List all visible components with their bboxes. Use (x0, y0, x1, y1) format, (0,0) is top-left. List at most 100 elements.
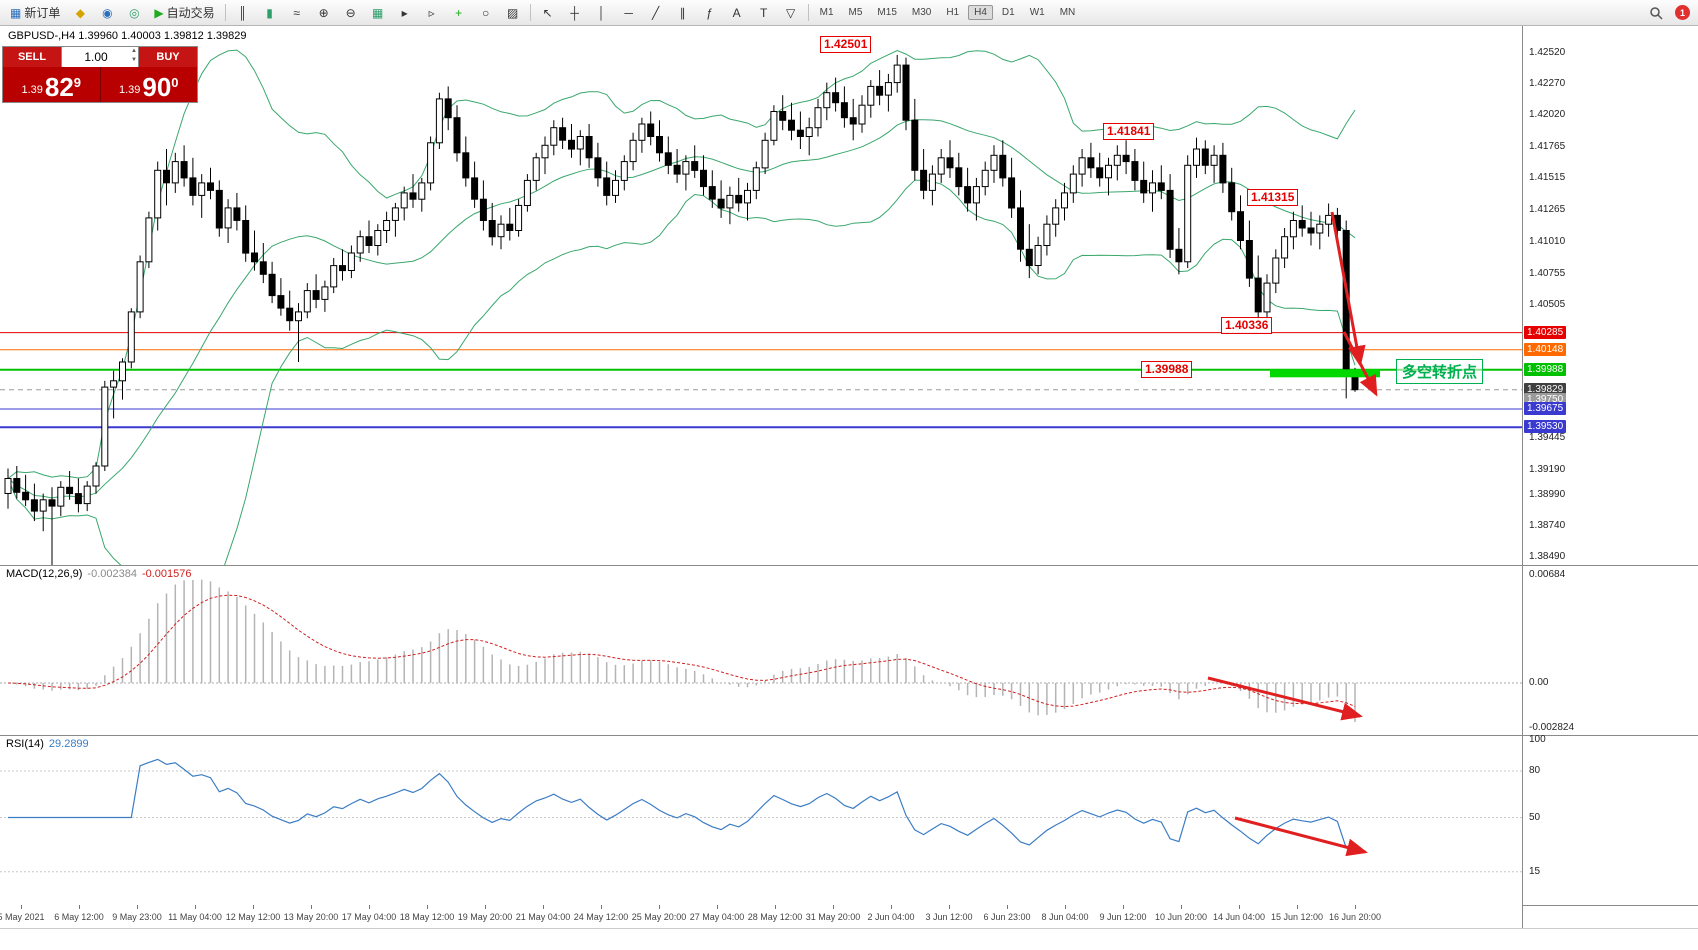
vertical-line-icon[interactable]: │ (589, 2, 615, 23)
time-label: 27 May 04:00 (689, 912, 745, 922)
panel-separator (0, 928, 1698, 929)
horizontal-line-icon[interactable]: ─ (616, 2, 642, 23)
crosshair-icon[interactable]: ┼ (562, 2, 588, 23)
price-axis-tick: 80 (1529, 765, 1541, 776)
toolbar-right-group: 1 (1643, 2, 1694, 23)
time-axis[interactable]: 5 May 2021 6 May 12:00 9 May 23:00 11 May 0… (0, 905, 1522, 928)
price-label-object[interactable]: 1.39988 (1141, 361, 1193, 378)
timeframe-m1-button[interactable]: M1 (819, 7, 834, 18)
toolbar-separator (529, 4, 531, 21)
macd-signal-value: -0.001576 (141, 568, 192, 580)
price-label-object[interactable]: 1.40336 (1221, 317, 1273, 334)
timeframe-m5-button[interactable]: M5 (848, 7, 863, 18)
auto-scroll-icon[interactable]: ▸ (392, 2, 418, 23)
vertical-line-icon: │ (597, 5, 606, 20)
sell-price[interactable]: 1.39 82 9 (3, 67, 101, 102)
data-window-icon: ◎ (129, 5, 140, 20)
tile-windows-icon[interactable]: ▦ (365, 2, 391, 23)
toolbar-draw-tools: ↖ ┼ │ ─ ╱ ∥ ƒ A T ▽ (535, 2, 804, 23)
market-watch-icon: ◉ (102, 5, 113, 20)
zoom-in-icon[interactable]: ⊕ (311, 2, 337, 23)
time-label: 21 May 04:00 (515, 912, 571, 922)
price-axis-tick: 1.38490 (1529, 551, 1566, 563)
time-tick (311, 905, 312, 909)
autotrade-button[interactable]: ▶ 自动交易 (148, 2, 220, 23)
fibonacci-icon[interactable]: ƒ (697, 2, 723, 23)
channel-icon[interactable]: ∥ (670, 2, 696, 23)
price-label-object[interactable]: 1.42501 (820, 36, 872, 53)
price-axis-tag: 1.40285 (1524, 325, 1567, 339)
buy-button[interactable]: BUY (139, 47, 197, 67)
panel-separator[interactable] (0, 565, 1698, 566)
buy-price[interactable]: 1.39 90 0 (101, 67, 198, 102)
shapes-icon[interactable]: ▽ (778, 2, 804, 23)
search-icon[interactable] (1643, 2, 1669, 23)
indicators-icon[interactable]: + (446, 2, 472, 23)
zoom-out-icon[interactable]: ⊖ (338, 2, 364, 23)
trendline-icon[interactable]: ╱ (643, 2, 669, 23)
channel-icon: ∥ (679, 5, 686, 20)
price-axis-tick: 15 (1529, 865, 1541, 877)
market-watch-icon[interactable]: ◉ (94, 2, 120, 23)
chart-shift-icon: ▹ (428, 5, 435, 20)
time-tick (543, 905, 544, 909)
data-window-icon[interactable]: ◎ (121, 2, 147, 23)
timeframe-h4-button[interactable]: H4 (968, 5, 993, 20)
main-chart-canvas[interactable] (0, 25, 1522, 565)
sell-button[interactable]: SELL (3, 47, 61, 67)
macd-value: -0.002384 (87, 568, 137, 580)
macd-indicator-canvas[interactable] (0, 565, 1522, 735)
price-axis-tick: 1.39445 (1529, 431, 1566, 443)
volume-input[interactable] (62, 49, 138, 65)
sell-price-big: 82 (44, 72, 74, 102)
periods-icon[interactable]: ○ (473, 2, 499, 23)
chart-shift-icon[interactable]: ▹ (419, 2, 445, 23)
rsi-indicator-canvas[interactable] (0, 735, 1522, 905)
candlestick-icon[interactable]: ▮ (257, 2, 283, 23)
bar-chart-icon: ║ (238, 5, 247, 20)
volume-down-icon[interactable]: ▼ (131, 57, 137, 63)
line-chart-icon[interactable]: ≈ (284, 2, 310, 23)
timeframe-h1-button[interactable]: H1 (946, 7, 960, 18)
text-icon[interactable]: A (724, 2, 750, 23)
templates-icon[interactable]: ▨ (500, 2, 526, 23)
autotrade-button-label: 自动交易 (166, 6, 215, 20)
price-label-object[interactable]: 1.41841 (1103, 123, 1155, 140)
label-icon[interactable]: T (751, 2, 777, 23)
toolbar-left-group: ▦ 新订单 ◆ ◉ ◎ ▶ 自动交易 (4, 2, 221, 23)
volume-up-icon[interactable]: ▲ (131, 48, 137, 54)
notification-badge[interactable]: 1 (1675, 5, 1690, 20)
time-label: 6 May 12:00 (54, 912, 104, 922)
line-chart-icon: ≈ (293, 5, 300, 20)
timeframe-w1-button[interactable]: W1 (1029, 7, 1045, 18)
timeframe-m15-button[interactable]: M15 (877, 7, 897, 18)
new-order-button[interactable]: ▦ 新订单 (4, 2, 66, 23)
time-tick (1355, 905, 1356, 909)
timeframe-mn-button[interactable]: MN (1059, 7, 1076, 18)
time-label: 12 May 12:00 (225, 912, 281, 922)
timeframe-m30-button[interactable]: M30 (911, 7, 932, 18)
time-tick (601, 905, 602, 909)
price-axis-tick: 50 (1529, 811, 1541, 823)
time-label: 19 May 20:00 (457, 912, 513, 922)
cursor-icon[interactable]: ↖ (535, 2, 561, 23)
toolbar-chart-tools: ║ ▮ ≈ ⊕ ⊖ ▦ ▸ ▹ + ○ ▨ (230, 2, 526, 23)
bar-chart-icon[interactable]: ║ (230, 2, 256, 23)
price-axis-tick: 1.41265 (1529, 203, 1566, 215)
rsi-name: RSI(14) (6, 738, 44, 750)
price-axis-tick: 1.40755 (1529, 267, 1566, 279)
price-label-object[interactable]: 1.41315 (1247, 189, 1299, 206)
time-tick (659, 905, 660, 909)
time-tick (1181, 905, 1182, 909)
time-tick (79, 905, 80, 909)
price-axis[interactable]: 1.42520 1.42270 1.42020 1.41765 1.41515 1.412… (1522, 0, 1698, 950)
timeframe-d1-button[interactable]: D1 (1001, 7, 1015, 18)
favorites-icon[interactable]: ◆ (67, 2, 93, 23)
time-label: 6 Jun 23:00 (983, 912, 1031, 922)
panel-separator[interactable] (0, 735, 1698, 736)
templates-icon: ▨ (506, 5, 519, 20)
macd-label: MACD(12,26,9) -0.002384 -0.001576 (6, 568, 192, 580)
time-label: 31 May 20:00 (805, 912, 861, 922)
turning-point-annotation[interactable]: 多空转折点 (1396, 359, 1484, 384)
toolbar: ▦ 新订单 ◆ ◉ ◎ ▶ 自动交易 ║ ▮ ≈ ⊕ ⊖ ▦ ▸ ▹ + ○ ▨ ↖ ┼ │ ─ ╱ ∥ ƒ A T ▽ M1 M5… (0, 0, 1698, 26)
